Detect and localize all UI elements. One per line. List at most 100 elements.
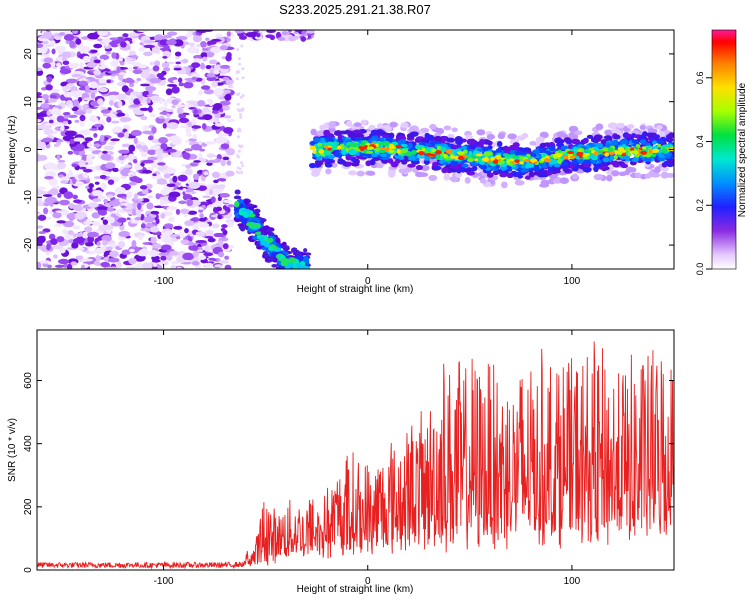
noise-blob xyxy=(108,91,120,96)
noise-blob xyxy=(155,218,160,225)
noise-blob xyxy=(154,149,164,155)
noise-blob xyxy=(213,103,223,110)
noise-blob xyxy=(37,225,44,229)
noise-blob xyxy=(126,191,133,199)
signal-blob xyxy=(464,176,471,184)
y-tick-label: 10 xyxy=(23,96,34,108)
track-blob xyxy=(304,252,312,256)
signal-blob xyxy=(439,160,444,164)
noise-blob xyxy=(171,238,178,242)
noise-blob xyxy=(163,67,171,72)
noise-blob xyxy=(142,159,154,164)
signal-blob xyxy=(345,154,352,161)
signal-blob xyxy=(514,180,525,186)
noise-blob xyxy=(205,188,210,196)
noise-blob xyxy=(200,62,205,70)
noise-blob xyxy=(201,123,207,130)
noise-blob xyxy=(72,233,84,237)
noise-blob xyxy=(199,213,204,219)
noise-blob xyxy=(169,178,174,184)
track-blob xyxy=(301,269,306,275)
noise-blob xyxy=(45,170,57,178)
noise-blob xyxy=(45,250,51,256)
noise-blob xyxy=(37,140,44,148)
noise-blob xyxy=(221,224,228,229)
noise-blob xyxy=(118,149,130,154)
signal-blob xyxy=(348,170,357,176)
noise-blob xyxy=(151,259,161,263)
noise-blob xyxy=(226,118,235,123)
signal-blob xyxy=(582,166,590,172)
noise-blob xyxy=(114,186,126,195)
signal-blob xyxy=(433,165,442,171)
noise-blob xyxy=(71,73,82,78)
signal-blob xyxy=(446,137,456,143)
noise-blob xyxy=(182,188,187,192)
noise-blob xyxy=(140,223,146,229)
noise-blob xyxy=(102,150,108,154)
signal-blob xyxy=(650,172,661,178)
signal-blob xyxy=(657,131,666,138)
noise-blob xyxy=(85,108,93,114)
noise-blob xyxy=(266,30,276,34)
signal-blob xyxy=(508,158,515,162)
snr-ticks: -100 0 100 0 200 400 600 xyxy=(23,330,674,587)
noise-blob xyxy=(158,137,169,144)
noise-blob xyxy=(238,62,242,66)
signal-blob xyxy=(625,133,632,138)
noise-blob xyxy=(178,113,187,119)
noise-blob xyxy=(107,206,115,212)
signal-blob xyxy=(647,133,655,138)
track-blob xyxy=(238,211,246,216)
noise-blob xyxy=(220,105,231,111)
signal-blob xyxy=(368,124,376,131)
noise-blob xyxy=(72,176,77,185)
signal-blob xyxy=(445,149,453,154)
noise-blob xyxy=(187,121,193,128)
noise-blob xyxy=(175,61,182,65)
signal-blob xyxy=(640,150,648,155)
noise-blob xyxy=(100,182,107,190)
noise-blob xyxy=(162,56,168,59)
track-blob xyxy=(280,271,289,276)
track-blob xyxy=(278,254,286,259)
noise-blob xyxy=(184,148,193,152)
noise-blob xyxy=(171,105,176,109)
signal-blob xyxy=(376,123,384,129)
noise-blob xyxy=(179,125,191,129)
noise-blob xyxy=(79,119,85,127)
signal-blob xyxy=(495,148,503,153)
signal-blob xyxy=(602,157,610,163)
noise-blob xyxy=(211,171,221,179)
signal-blob xyxy=(582,154,588,158)
noise-blob xyxy=(213,69,220,75)
noise-blob xyxy=(134,216,141,221)
signal-blob xyxy=(654,166,661,174)
noise-blob xyxy=(117,100,123,108)
noise-blob xyxy=(166,183,176,187)
noise-blob xyxy=(206,98,213,103)
noise-blob xyxy=(165,88,173,96)
noise-blob xyxy=(185,164,192,169)
noise-blob xyxy=(68,170,73,176)
noise-blob xyxy=(222,76,229,81)
noise-blob xyxy=(111,120,120,124)
signal-blob xyxy=(529,158,538,163)
noise-blob xyxy=(143,39,156,44)
noise-blob xyxy=(277,36,286,41)
track-blob xyxy=(289,269,296,273)
noise-blob xyxy=(53,254,58,259)
x-tick-label: 100 xyxy=(564,276,581,287)
noise-blob xyxy=(160,188,169,196)
signal-blob xyxy=(621,139,629,145)
noise-blob xyxy=(215,138,222,144)
noise-blob xyxy=(50,40,56,46)
noise-blob xyxy=(134,165,144,171)
noise-blob xyxy=(75,143,85,152)
signal-blob xyxy=(423,159,430,165)
signal-blob xyxy=(506,159,511,164)
noise-blob xyxy=(186,199,194,207)
noise-blob xyxy=(93,69,102,76)
signal-blob xyxy=(379,149,386,154)
